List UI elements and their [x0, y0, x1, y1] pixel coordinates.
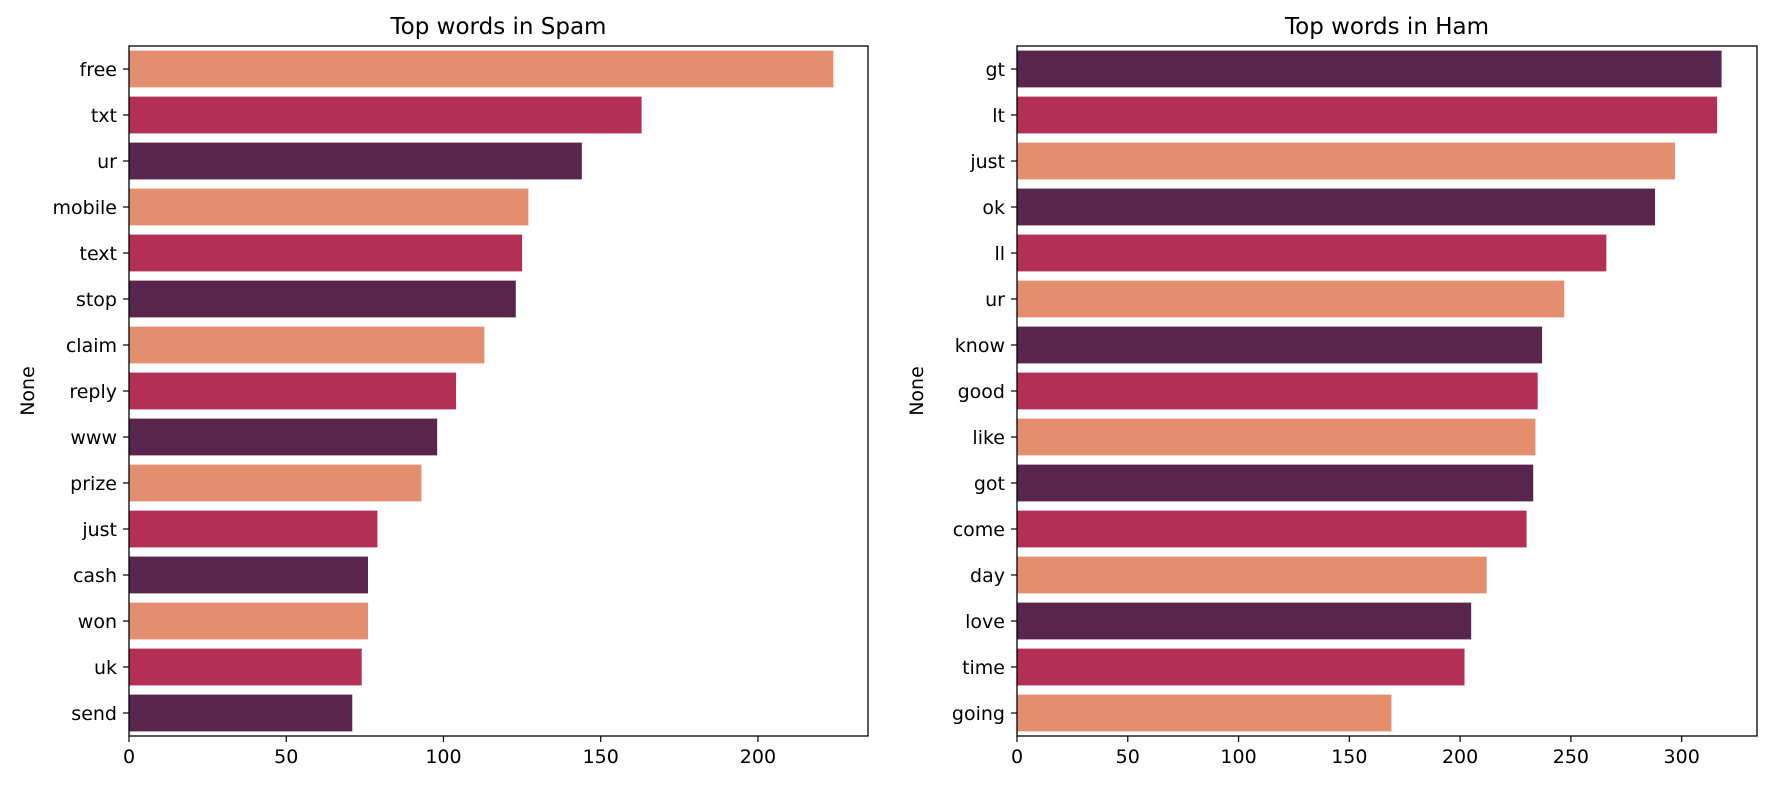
y-tick-label: ok: [982, 197, 1005, 219]
x-tick-label: 50: [1116, 746, 1140, 768]
bar-come: [1017, 510, 1527, 548]
bar-ur: [1017, 280, 1565, 318]
bar-text: [129, 234, 523, 272]
bar-prize: [129, 464, 422, 502]
x-tick-label: 0: [123, 746, 135, 768]
axes-frame: [128, 45, 869, 737]
y-tick-label: come: [953, 519, 1005, 541]
chart-title: Top words in Ham: [1284, 14, 1489, 40]
bar-ur: [129, 142, 582, 180]
bar-love: [1017, 602, 1472, 640]
bar-send: [129, 694, 353, 732]
y-tick-label: www: [70, 427, 117, 449]
y-tick-label: lt: [992, 105, 1005, 127]
axes-frame: [1016, 45, 1758, 737]
bar-ok: [1017, 188, 1656, 226]
y-tick-label: free: [80, 59, 117, 81]
y-tick-label: send: [71, 703, 117, 725]
bar-free: [129, 50, 834, 88]
bar-gt: [1017, 50, 1722, 88]
y-tick-label: love: [965, 611, 1005, 633]
y-axis-label: None: [17, 366, 39, 416]
y-tick-label: ur: [97, 151, 117, 173]
y-tick-label: just: [81, 519, 117, 541]
y-tick-label: uk: [94, 657, 117, 679]
y-tick-label: got: [974, 473, 1005, 495]
y-tick-label: prize: [70, 473, 117, 495]
bar-uk: [129, 648, 362, 686]
y-tick-label: just: [969, 151, 1005, 173]
bar-lt: [1017, 96, 1718, 134]
y-tick-label: ll: [994, 243, 1005, 265]
bar-good: [1017, 372, 1538, 410]
y-axis-label: None: [906, 366, 928, 416]
y-tick-label: won: [78, 611, 117, 633]
bar-claim: [129, 326, 485, 364]
y-tick-label: text: [80, 243, 118, 265]
x-tick-label: 150: [583, 746, 619, 768]
y-tick-label: reply: [69, 381, 117, 403]
bar-cash: [129, 556, 368, 594]
chart-panel-2: Top words in Ham None gt lt just ok ll ur know go…: [906, 14, 1758, 768]
bar-reply: [129, 372, 457, 410]
bar-won: [129, 602, 368, 640]
bar-mobile: [129, 188, 529, 226]
x-tick-label: 150: [1331, 746, 1367, 768]
y-tick-label: txt: [91, 105, 117, 127]
y-tick-label: time: [962, 657, 1005, 679]
bar-txt: [129, 96, 642, 134]
y-tick-label: going: [952, 703, 1005, 725]
x-tick-label: 300: [1664, 746, 1700, 768]
bar-just: [1017, 142, 1676, 180]
chart-title: Top words in Spam: [390, 14, 607, 40]
bar-like: [1017, 418, 1536, 456]
bar-got: [1017, 464, 1534, 502]
x-tick-label: 250: [1553, 746, 1589, 768]
bar-stop: [129, 280, 516, 318]
y-tick-label: good: [958, 381, 1005, 403]
y-tick-label: gt: [985, 59, 1005, 81]
y-tick-label: know: [955, 335, 1005, 357]
x-tick-label: 0: [1011, 746, 1023, 768]
bar-www: [129, 418, 438, 456]
bar-going: [1017, 694, 1392, 732]
bar-just: [129, 510, 378, 548]
bar-day: [1017, 556, 1487, 594]
x-tick-label: 200: [1442, 746, 1478, 768]
y-tick-label: claim: [66, 335, 117, 357]
x-tick-label: 100: [1220, 746, 1256, 768]
chart-panel-1: Top words in Spam None free txt ur mobile text…: [17, 14, 869, 768]
y-tick-label: like: [972, 427, 1005, 449]
y-tick-label: mobile: [53, 197, 117, 219]
y-tick-label: ur: [985, 289, 1005, 311]
y-tick-label: stop: [76, 289, 117, 311]
y-tick-label: day: [970, 565, 1005, 587]
y-tick-label: cash: [73, 565, 117, 587]
bar-know: [1017, 326, 1543, 364]
x-tick-label: 50: [274, 746, 298, 768]
bar-time: [1017, 648, 1465, 686]
x-tick-label: 200: [740, 746, 776, 768]
bar-ll: [1017, 234, 1607, 272]
x-tick-label: 100: [425, 746, 461, 768]
